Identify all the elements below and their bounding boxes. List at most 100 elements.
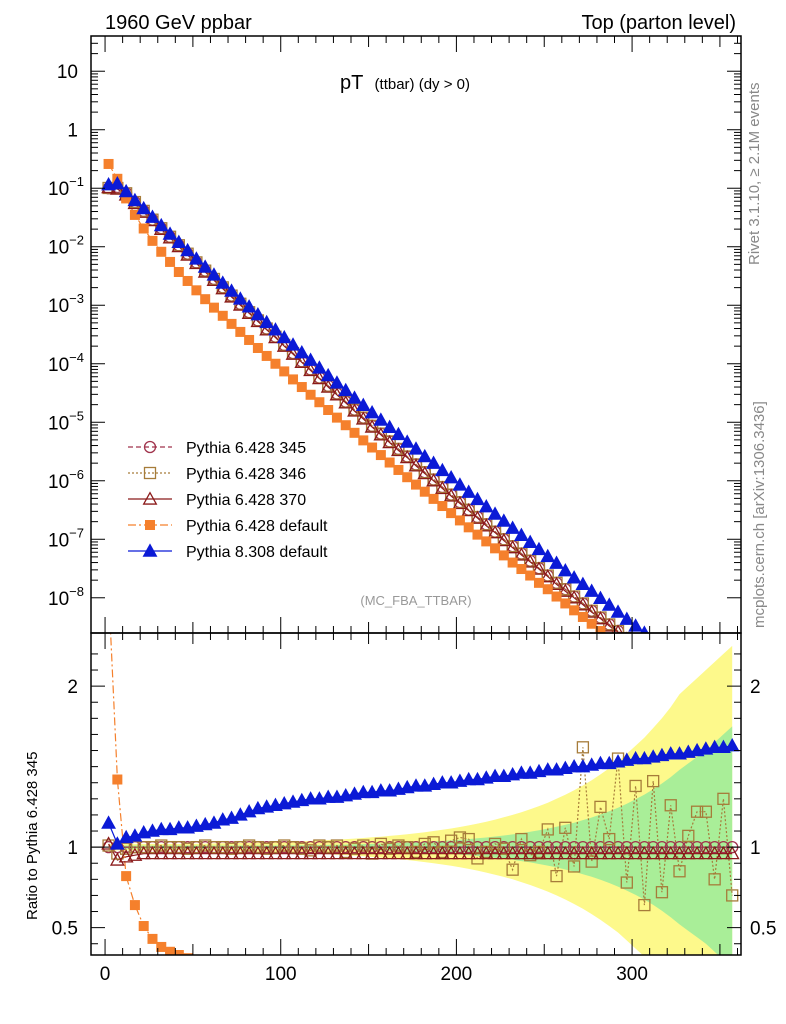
ratio-y-axis-label: Ratio to Pythia 6.428 345: [24, 752, 41, 920]
main-point-series-4-14: [224, 283, 239, 297]
main-point-series-4-46: [505, 520, 521, 534]
main-point-series-4-59: [619, 611, 635, 625]
main-point-series-3-49: [533, 577, 544, 588]
main-point-series-2-38: [434, 480, 450, 495]
ratio-point-series-1-59: [620, 876, 633, 889]
main-point-series-4-11: [197, 259, 213, 273]
main-point-series-4-33: [391, 426, 406, 441]
main-ytick-exp-6: −2: [69, 233, 84, 248]
main-ytick-exp-2: −6: [69, 467, 84, 482]
main-point-series-4-28: [347, 390, 362, 404]
ratio-point-series-2-23: [303, 845, 319, 860]
main-point-series-3-56: [595, 626, 606, 633]
x-tick-label-0: 0: [100, 964, 111, 985]
ratio-point-series-2-54: [575, 845, 591, 860]
ratio-point-series-2-62: [645, 845, 661, 860]
main-point-series-4-34: [399, 434, 415, 448]
ratio-point-series-2-46: [505, 845, 521, 860]
main-point-series-3-32: [384, 457, 395, 468]
ratio-point-series-2-70: [716, 845, 731, 860]
main-point-series-3-37: [428, 493, 439, 504]
ratio-point-series-0-47: [515, 840, 528, 854]
main-point-series-2-41: [461, 502, 477, 517]
ratio-point-series-2-20: [276, 845, 292, 860]
main-point-series-2-56: [593, 610, 608, 625]
main-point-series-3-50: [542, 584, 553, 595]
ratio-band-green: [108, 726, 733, 955]
ratio-point-series-2-49: [531, 845, 547, 860]
ratio-point-series-1-6: [155, 839, 168, 852]
main-point-series-3-17: [252, 342, 263, 353]
ratio-point-series-2-22: [294, 845, 310, 860]
main-point-series-4-15: [232, 291, 248, 305]
ratio-point-series-1-67: [690, 805, 704, 818]
ratio-point-series-2-52: [557, 845, 573, 860]
ratio-point-series-1-61: [638, 898, 651, 912]
ratio-point-series-2-37: [426, 845, 441, 860]
main-point-series-3-13: [217, 310, 228, 321]
ratio-point-series-1-60: [629, 779, 642, 793]
main-point-series-3-22: [296, 382, 307, 393]
ratio-point-series-4-69: [707, 739, 723, 754]
ratio-point-series-2-43: [478, 845, 494, 860]
ratio-point-series-0-58: [611, 840, 625, 854]
main-point-series-3-2: [121, 193, 132, 204]
ratio-point-series-2-47: [513, 845, 529, 860]
main-point-series-2-34: [399, 449, 415, 464]
main-point-series-3-40: [454, 515, 465, 526]
plot-title: pT (ttbar) (dy > 0): [340, 72, 470, 94]
ratio-point-series-1-62: [647, 774, 660, 788]
ratio-point-series-1-47: [515, 832, 528, 846]
ratio-point-series-2-42: [470, 845, 485, 860]
ratio-point-series-2-16: [241, 845, 257, 860]
main-point-series-3-41: [463, 522, 474, 533]
main-point-series-4-43: [478, 499, 494, 513]
main-ytick-label-9: 10: [57, 62, 78, 83]
ratio-point-series-4-41: [461, 771, 477, 786]
main-point-series-3-31: [375, 450, 386, 461]
legend-marker-3: [145, 520, 155, 530]
ratio-point-series-1-28: [348, 842, 361, 855]
main-point-series-3-44: [490, 543, 501, 554]
ratio-point-series-3-2: [121, 871, 132, 882]
ratio-point-series-1-41: [462, 832, 475, 846]
ratio-point-series-1-63: [655, 886, 669, 899]
main-ytick-exp-7: −1: [69, 174, 84, 189]
ratio-point-series-4-23: [303, 791, 319, 805]
main-point-series-4-17: [250, 307, 266, 321]
main-point-series-4-40: [452, 477, 468, 491]
main-point-series-2-48: [522, 554, 538, 568]
ratio-point-series-0-46: [506, 840, 519, 854]
main-point-series-3-15: [235, 326, 246, 337]
main-point-series-3-34: [402, 472, 413, 483]
ratio-point-series-0-55: [585, 840, 598, 854]
ratio-point-series-0-59: [620, 840, 633, 854]
ratio-point-series-1-15: [234, 840, 247, 854]
ratio-point-series-4-6: [153, 821, 169, 836]
ratio-point-series-2-11: [197, 845, 213, 860]
ratio-point-series-1-52: [559, 821, 572, 834]
ratio-point-series-1-69: [708, 873, 721, 886]
ratio-point-series-4-38: [434, 775, 450, 789]
main-point-series-4-32: [382, 419, 398, 434]
main-point-series-3-28: [349, 427, 360, 438]
main-point-series-2-22: [294, 354, 310, 368]
main-point-series-3-4: [138, 223, 149, 234]
main-ytick-label-8: 1: [67, 121, 78, 142]
ratio-point-series-1-51: [550, 869, 563, 883]
ratio-point-series-1-9: [181, 842, 194, 855]
main-point-series-2-52: [557, 583, 573, 597]
main-point-series-4-58: [610, 604, 626, 618]
ratio-point-series-1-55: [585, 855, 598, 868]
main-point-series-3-6: [156, 246, 167, 257]
ratio-point-series-1-56: [594, 800, 607, 814]
ratio-point-series-1-45: [497, 842, 510, 855]
main-point-series-4-53: [566, 570, 582, 584]
main-point-series-2-46: [505, 539, 521, 554]
ratio-line-series-2: [108, 843, 733, 861]
ratio-point-series-2-39: [443, 845, 459, 860]
ratio-point-series-2-35: [408, 845, 424, 860]
main-point-series-4-5: [145, 209, 160, 223]
ratio-point-series-0-56: [594, 840, 607, 854]
